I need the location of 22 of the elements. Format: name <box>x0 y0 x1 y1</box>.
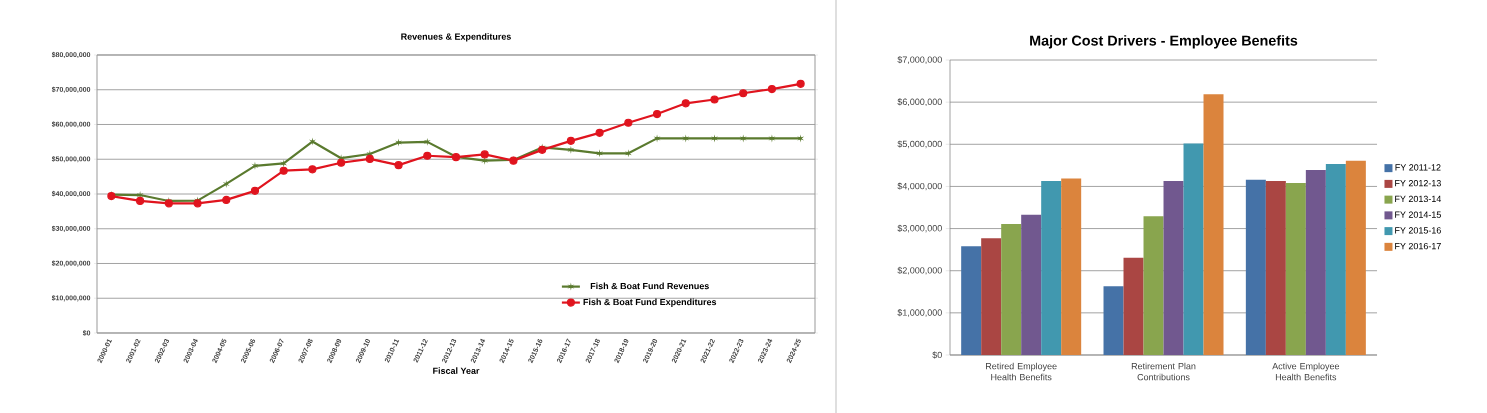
legend-label: FY 2016-17 <box>1395 242 1441 250</box>
y-tick-label: $2,000,000 <box>897 266 942 275</box>
y-tick-label: $5,000,000 <box>897 140 942 149</box>
legend-label: Fish & Boat Fund Expenditures <box>583 298 717 307</box>
x-tick-label: Retirement Plan Contributions <box>1131 362 1196 381</box>
y-tick-label: $6,000,000 <box>897 98 942 107</box>
legend-label: FY 2011-12 <box>1395 164 1441 171</box>
y-tick-label: $1,000,000 <box>897 308 942 317</box>
chart-title: Revenues & Expenditures <box>401 33 511 42</box>
legend-label: Fish & Boat Fund Revenues <box>590 282 709 290</box>
x-tick-label: Active Employee Health Benefits <box>1272 362 1340 381</box>
chart-title: Major Cost Drivers - Employee Benefits <box>1030 35 1298 49</box>
y-tick-label: $3,000,000 <box>897 224 942 233</box>
x-tick-label: Retired Employee Health Benefits <box>986 362 1057 381</box>
y-tick-label: $0 <box>932 351 942 359</box>
y-tick-label: $7,000,000 <box>897 56 942 64</box>
legend-label: FY 2014-15 <box>1395 211 1441 218</box>
legend-label: FY 2015-16 <box>1395 227 1441 234</box>
legend-label: FY 2013-14 <box>1395 195 1442 203</box>
legend-label: FY 2012-13 <box>1395 180 1441 187</box>
y-tick-label: $4,000,000 <box>897 182 942 191</box>
x-axis-title: Fiscal Year <box>433 367 480 374</box>
